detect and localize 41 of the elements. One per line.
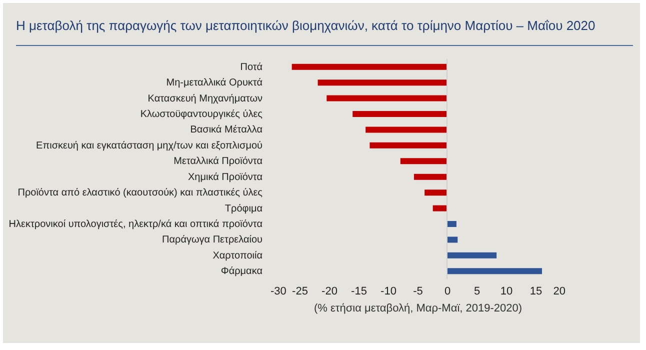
y-tick-label: Ηλεκτρονικοί υπολογιστές, ηλεκτρ/κά και οπτικά προϊόντα [8, 219, 263, 230]
y-tick-label: Χημικά Προϊόντα [188, 172, 263, 183]
x-tick-label: 15 [530, 286, 542, 298]
x-tick-label: -20 [322, 286, 338, 298]
y-tick-label: Προϊόντα από ελαστικό (καουτσούκ) και πλαστικές ύλες [18, 188, 263, 199]
y-tick-label: Βασικά Μέταλλα [190, 124, 263, 136]
x-tick-label: -5 [413, 286, 423, 298]
bar [326, 95, 447, 102]
bar [447, 252, 497, 258]
x-tick-label: 5 [474, 286, 480, 298]
bar [447, 268, 542, 274]
y-tick-label: Χαρτοποιία [212, 250, 263, 262]
x-tick-label: 10 [500, 286, 513, 298]
bar [424, 190, 447, 196]
y-tick-label: Παράγωγα Πετρελαίου [162, 234, 262, 246]
bar [292, 64, 447, 70]
y-tick-label: Τρόφιμα [224, 203, 263, 214]
bar [432, 205, 447, 212]
x-axis-title: (% ετήσια μεταβολή, Μαρ-Μαϊ, 2019-2020) [314, 302, 522, 314]
x-tick-label: -10 [380, 286, 396, 298]
bar [318, 80, 447, 86]
x-tick-label: -30 [270, 286, 286, 298]
chart-title: Η μεταβολή της παραγωγής των μεταποιητικών βιομηχανιών, κατά το τρίμηνο Μαρτίου – Μαΐου 2020 [16, 18, 596, 33]
y-tick-label: Επισκευή και εγκατάσταση μηχ/των και εξοπλισμού [36, 140, 262, 152]
bar [352, 111, 447, 117]
bar [370, 142, 447, 148]
x-tick-label: -15 [351, 286, 367, 298]
x-tick-label: 20 [553, 286, 566, 298]
bar [447, 221, 456, 227]
x-tick-label: 0 [444, 286, 451, 298]
bar [400, 158, 447, 164]
y-tick-label: Φάρμακα [220, 266, 263, 278]
y-tick-label: Μεταλλικά Προϊόντα [174, 156, 263, 168]
bar [414, 174, 447, 180]
bar [447, 236, 458, 243]
y-tick-label: Μη-μεταλλικά Ορυκτά [166, 78, 263, 89]
bar [366, 126, 447, 133]
y-tick-label: Ποτά [240, 62, 263, 73]
x-tick-label: -25 [292, 286, 308, 298]
y-tick-label: Κατασκευή Μηχανήματων [148, 93, 262, 104]
y-tick-label: Κλωστοϋφαντουργικές ύλες [140, 109, 263, 120]
